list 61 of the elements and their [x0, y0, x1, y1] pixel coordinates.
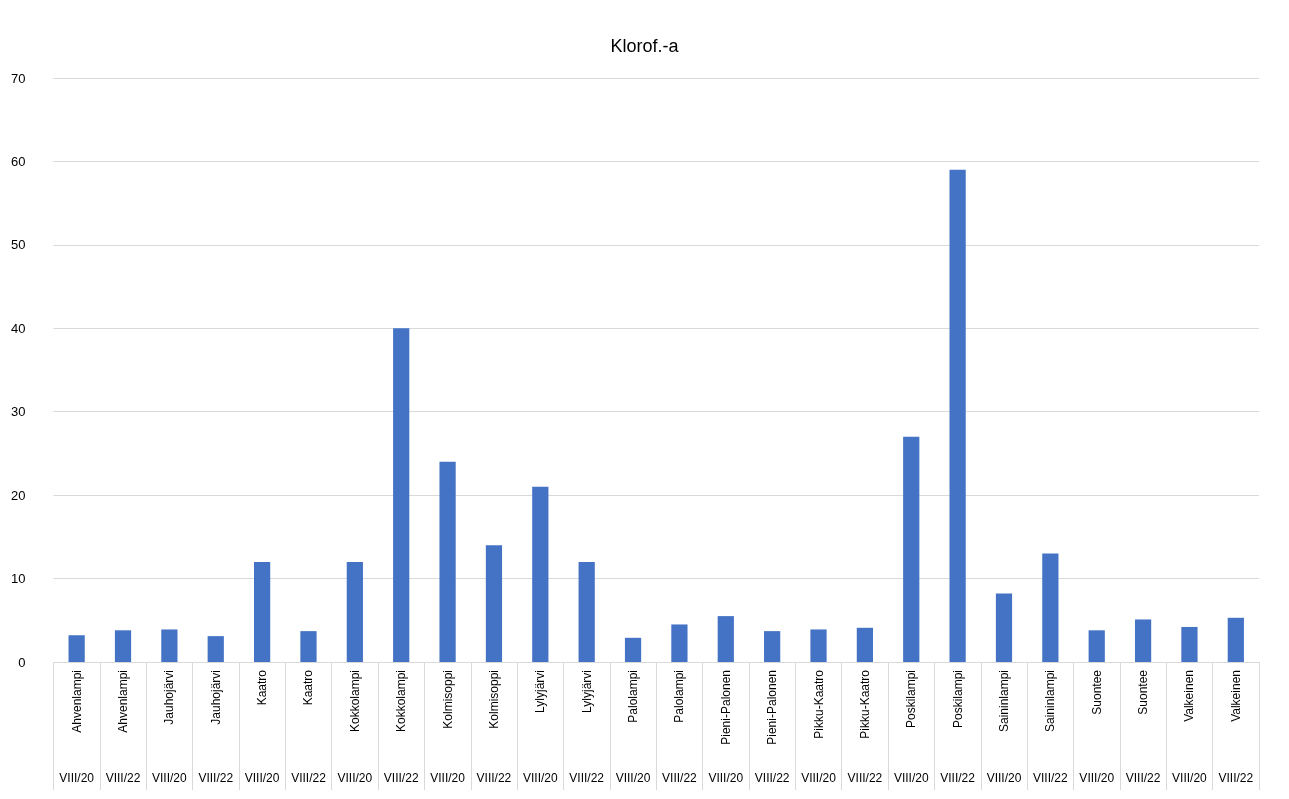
y-tick-label: 10 [10, 571, 26, 587]
bar [856, 627, 873, 662]
category-label: Valkeinen VIII/20 [1172, 670, 1207, 785]
bar [810, 629, 827, 662]
category-label: Saininlampi VIII/20 [986, 670, 1022, 785]
category-label: Pieni-Palonen VIII/20 [708, 670, 744, 785]
category-label: Kolmisoppi VIII/20 [430, 670, 465, 785]
y-tick-label: 60 [10, 153, 26, 169]
category-label: Poskilampi VIII/20 [893, 670, 929, 785]
bar [346, 561, 363, 662]
bar [949, 169, 966, 662]
category-label: Lylyjärvi VIII/20 [522, 670, 558, 785]
category-label: Jauhojärvi VIII/20 [152, 670, 187, 785]
category-label: Ahvenlampi VIII/20 [59, 670, 94, 785]
category-label: Jauhojärvi VIII/22 [198, 670, 234, 785]
bar [114, 630, 132, 662]
bar [578, 561, 595, 662]
y-tick-label: 20 [10, 487, 26, 503]
category-label: Kolmisoppi VIII/22 [476, 670, 512, 785]
bar [717, 616, 734, 662]
category-label: Poskilampi VIII/22 [940, 670, 975, 785]
y-tick-label: 40 [10, 320, 26, 336]
bar [1134, 619, 1152, 662]
category-label: Pikku-Kaatro VIII/20 [801, 670, 836, 785]
category-label: Kokkolampi VIII/22 [383, 670, 419, 785]
y-tick-label: 0 [18, 654, 26, 670]
bar [624, 637, 642, 662]
bar [1181, 626, 1198, 662]
bar [995, 593, 1013, 662]
bar [532, 486, 549, 662]
bar [903, 436, 920, 662]
category-label: Suontee VIII/22 [1125, 670, 1161, 785]
bar [161, 629, 178, 662]
bar [207, 636, 224, 662]
category-label: Ahvenlampi VIII/22 [105, 670, 141, 785]
category-label: Suontee VIII/20 [1079, 670, 1115, 785]
bar [1227, 617, 1244, 662]
category-label: Lylyjärvi VIII/22 [569, 670, 605, 785]
bar [671, 624, 688, 662]
bar [764, 631, 781, 662]
bar [1042, 553, 1059, 662]
category-label: Kokkolampi VIII/20 [337, 670, 373, 785]
bar [300, 631, 317, 662]
y-tick-label: 50 [10, 237, 26, 253]
category-label: Valkeinen VIII/22 [1218, 670, 1254, 785]
bar [68, 635, 85, 662]
y-tick-label: 30 [10, 404, 26, 420]
category-label: Kaatro VIII/20 [244, 670, 280, 785]
bar [254, 561, 271, 662]
bar [393, 328, 410, 662]
bar [485, 545, 503, 662]
category-label: Palolampi VIII/22 [662, 670, 697, 785]
category-label: Saininlampi VIII/22 [1033, 670, 1068, 785]
chart-title: Klorof.-a [610, 36, 680, 56]
category-label: Palolampi VIII/20 [615, 670, 651, 785]
category-label: Kaatro VIII/22 [291, 670, 326, 785]
category-label: Pieni-Palonen VIII/22 [754, 670, 790, 785]
bar [439, 461, 456, 662]
bar [1088, 630, 1105, 662]
category-label: Pikku-Kaatro VIII/22 [847, 670, 883, 785]
y-tick-label: 70 [10, 70, 26, 86]
